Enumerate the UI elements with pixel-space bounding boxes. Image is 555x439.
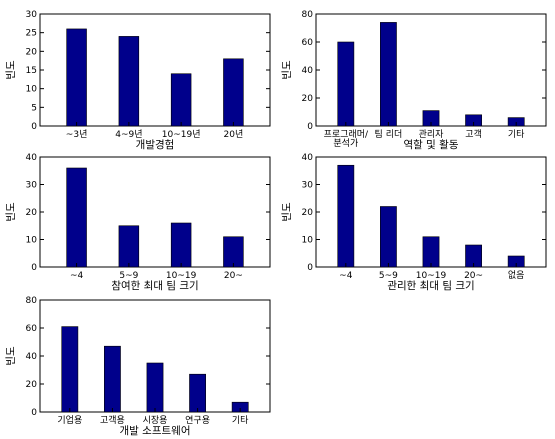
x-tick-label: ~4 — [339, 271, 353, 281]
y-axis-label: 빈도 — [5, 202, 17, 222]
y-tick-label: 80 — [302, 10, 314, 20]
x-tick-label: ~4 — [70, 271, 84, 281]
bar — [66, 167, 87, 268]
x-tick-label: 20년 — [224, 129, 244, 140]
bar — [61, 326, 79, 413]
y-tick-label: 0 — [31, 408, 37, 418]
x-tick-label: 4~9년 — [115, 129, 142, 140]
x-tick-label: 고객용 — [100, 415, 125, 426]
y-tick-label: 20 — [302, 208, 314, 218]
x-tick-label: 연구용 — [185, 415, 210, 426]
bar — [189, 373, 206, 413]
y-tick-label: 30 — [26, 10, 38, 20]
x-tick-label: 5~9 — [119, 271, 138, 281]
x-axis-label: 참여한 최대 팀 크기 — [111, 280, 198, 292]
x-axis-label: 개발 소프트웨어 — [120, 425, 191, 437]
y-tick-label: 0 — [31, 263, 37, 273]
y-tick-label: 40 — [302, 66, 314, 76]
bar — [118, 225, 140, 268]
y-tick-label: 10 — [26, 236, 38, 246]
x-tick-label: 10~19년 — [162, 129, 201, 140]
y-tick-label: 20 — [26, 380, 38, 390]
y-tick-label: 5 — [31, 103, 37, 113]
x-tick-label: 20~ — [464, 271, 483, 281]
x-tick-label: 없음 — [508, 270, 525, 281]
bar — [170, 222, 192, 268]
x-tick-label: 5~9 — [379, 271, 398, 281]
bar — [223, 236, 244, 268]
bar — [380, 22, 397, 127]
y-tick-label: 40 — [26, 352, 38, 362]
x-tick-label: 기타 — [232, 415, 249, 426]
bar — [146, 362, 164, 413]
y-axis-label: 빈도 — [281, 60, 293, 80]
y-tick-label: 20 — [26, 47, 38, 57]
x-tick-label: 기업용 — [57, 415, 82, 426]
bar — [422, 236, 440, 268]
y-tick-label: 80 — [26, 296, 38, 306]
x-tick-label: 시장용 — [143, 415, 168, 426]
bar — [337, 164, 355, 268]
bar — [223, 58, 244, 127]
x-tick-label: 10~19 — [166, 271, 197, 281]
y-tick-label: 60 — [302, 38, 314, 48]
y-tick-label: 60 — [26, 324, 38, 334]
bar — [170, 73, 192, 127]
y-tick-label: 20 — [26, 208, 38, 218]
x-axis-label: 개발경험 — [136, 138, 175, 151]
x-tick-label: ~3년 — [66, 129, 88, 140]
bar — [104, 345, 121, 413]
y-tick-label: 20 — [302, 94, 314, 104]
bar — [380, 206, 397, 268]
y-tick-label: 25 — [26, 29, 37, 39]
y-tick-label: 0 — [307, 122, 313, 132]
y-axis-label: 빈도 — [5, 60, 17, 80]
y-tick-label: 10 — [302, 236, 314, 246]
y-tick-label: 10 — [26, 85, 38, 95]
y-axis-label: 빈도 — [5, 346, 17, 366]
x-axis-label: 관리한 최대 팀 크기 — [387, 280, 474, 292]
y-tick-label: 40 — [26, 153, 38, 163]
x-tick-label: 고객 — [465, 129, 482, 140]
x-tick-label: 팀 리더 — [375, 128, 403, 140]
y-tick-label: 15 — [26, 66, 37, 76]
y-tick-label: 30 — [302, 181, 314, 191]
y-tick-label: 0 — [31, 122, 37, 132]
bar — [66, 28, 87, 127]
y-axis-label: 빈도 — [281, 202, 293, 222]
y-tick-label: 30 — [26, 181, 38, 191]
chart-3: 0 10 20 30 40 ~4 5~9 10~19 20~ 참여한 최대 팀 크기 빈도 — [5, 153, 271, 292]
x-axis-label: 역할 및 활동 — [404, 138, 459, 151]
bar — [118, 36, 140, 127]
x-tick-label: 20~ — [224, 271, 243, 281]
x-tick-label: 10~19 — [416, 271, 447, 281]
bar — [337, 41, 355, 127]
x-tick-label: 프로그래머/분석가 — [324, 129, 369, 149]
x-tick-label: 기타 — [508, 129, 525, 140]
y-tick-label: 40 — [302, 153, 314, 163]
x-tick-label: 관리자 — [419, 129, 445, 140]
y-tick-label: 0 — [307, 263, 313, 273]
